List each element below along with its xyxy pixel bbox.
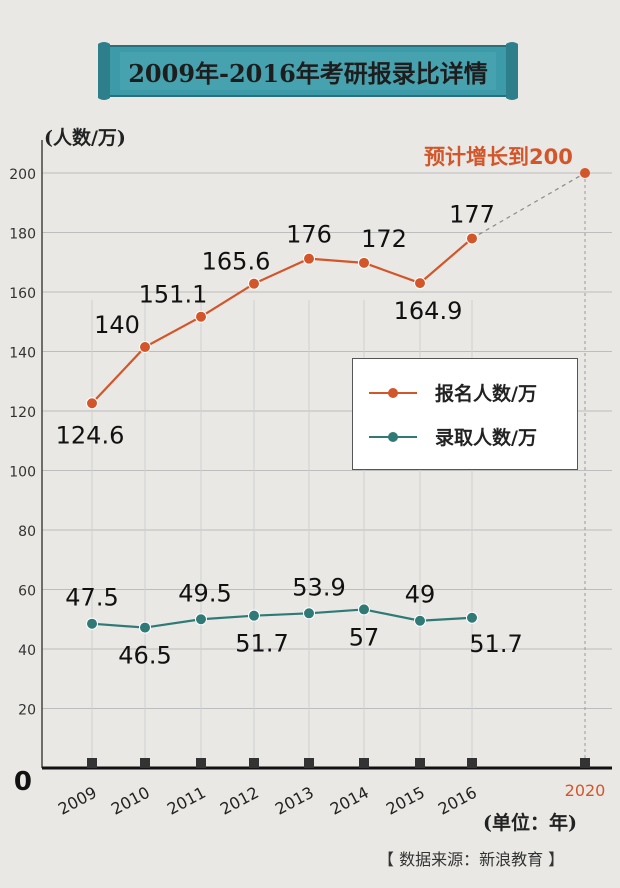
y-tick-label: 0 [14,767,32,797]
data-point [86,617,98,630]
data-label: 165.6 [202,248,271,276]
data-label: 124.6 [56,421,125,449]
projection-annotation: 预计增长到200 [424,145,573,169]
data-label: 49 [405,581,436,609]
y-tick-label: 140 [9,346,36,362]
data-point [139,621,151,634]
y-tick-label: 200 [9,167,36,183]
y-tick-label: 100 [9,465,36,481]
y-tick-label: 60 [18,584,36,600]
projection-line [471,172,586,239]
x-tick-label: 2011 [164,783,209,819]
series-line [91,237,473,405]
y-tick-label: 180 [9,227,36,243]
data-point [414,277,426,290]
x-tick-mark [87,758,97,768]
data-point [303,252,315,265]
x-tick-label: 2009 [55,783,100,819]
data-label: 177 [449,200,495,228]
x-tick-mark [415,758,425,768]
data-point [303,607,315,620]
x-tick-label: 2015 [383,783,428,819]
scroll-banner-shape [98,42,518,100]
data-label: 51.7 [469,630,522,658]
data-label: 53.9 [292,573,345,601]
x-tick-label: 2020 [565,781,606,800]
data-point [358,603,370,616]
data-point [248,609,260,622]
x-tick-mark [140,758,150,768]
x-tick-mark [196,758,206,768]
legend-label: 录取人数/万 [435,427,537,449]
legend-marker-teal [388,432,398,442]
x-tick-label: 2012 [217,783,262,819]
x-tick-label: 2016 [435,783,480,819]
data-label: 47.5 [65,584,118,612]
legend-item-registration: 报名人数/万 [353,373,577,413]
legend-marker-orange [388,388,398,398]
x-tick-mark [580,758,590,768]
data-point [139,341,151,354]
y-tick-label: 80 [18,524,36,540]
data-label: 46.5 [118,642,171,670]
data-label: 172 [361,225,407,253]
legend-item-admission: 录取人数/万 [353,417,577,457]
title-banner: 2009年-2016年考研报录比详情 [98,40,518,102]
chart-title: 2009年-2016年考研报录比详情 [128,58,488,88]
data-point [466,611,478,624]
y-axis-label: (人数/万) [44,127,126,149]
x-tick-label: 2010 [108,783,153,819]
legend-label: 报名人数/万 [435,383,537,405]
data-point [466,232,478,245]
data-label: 51.7 [235,630,288,658]
data-point [86,397,98,410]
data-point [195,310,207,323]
data-point [248,277,260,290]
x-tick-mark [249,758,259,768]
data-label: 57 [349,623,380,651]
x-tick-label: 2013 [272,783,317,819]
x-tick-mark [359,758,369,768]
series-line [91,608,473,629]
y-tick-label: 40 [18,643,36,659]
x-tick-mark [467,758,477,768]
data-label: 151.1 [139,281,208,309]
data-label: 140 [94,311,140,339]
x-axis-label: (单位：年) [483,812,577,834]
y-tick-label: 160 [9,286,36,302]
y-tick-label: 120 [9,405,36,421]
data-point [195,613,207,626]
data-point [414,614,426,627]
data-source: 【 数据来源：新浪教育 】 [378,850,565,869]
data-label: 176 [286,221,332,249]
x-tick-mark [304,758,314,768]
y-tick-label: 20 [18,703,36,719]
data-label: 164.9 [394,297,463,325]
data-point [358,256,370,269]
legend: 报名人数/万 录取人数/万 [352,358,578,470]
projection-point [580,168,590,178]
data-label: 49.5 [178,579,231,607]
x-tick-label: 2014 [327,783,372,819]
